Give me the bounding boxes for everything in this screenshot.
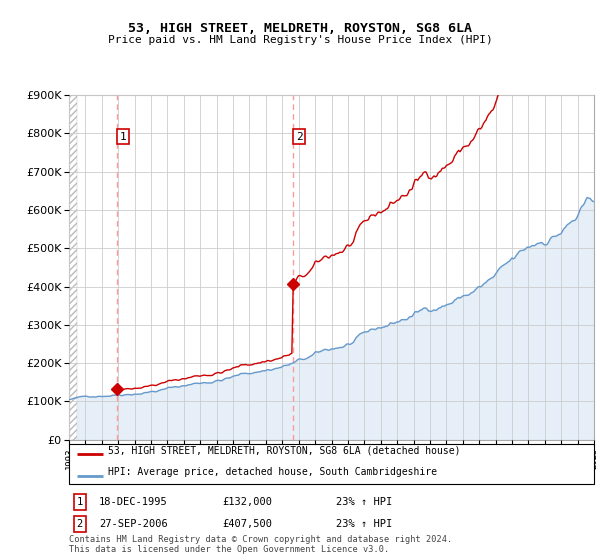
- Text: 53, HIGH STREET, MELDRETH, ROYSTON, SG8 6LA (detached house): 53, HIGH STREET, MELDRETH, ROYSTON, SG8 …: [109, 445, 461, 455]
- Text: 23% ↑ HPI: 23% ↑ HPI: [336, 497, 392, 507]
- Text: 18-DEC-1995: 18-DEC-1995: [99, 497, 168, 507]
- Text: 2: 2: [77, 519, 83, 529]
- Text: 2: 2: [296, 132, 302, 142]
- Text: 27-SEP-2006: 27-SEP-2006: [99, 519, 168, 529]
- Text: Contains HM Land Registry data © Crown copyright and database right 2024.
This d: Contains HM Land Registry data © Crown c…: [69, 535, 452, 554]
- Text: 1: 1: [77, 497, 83, 507]
- Text: HPI: Average price, detached house, South Cambridgeshire: HPI: Average price, detached house, Sout…: [109, 466, 437, 477]
- Text: £407,500: £407,500: [222, 519, 272, 529]
- Text: 1: 1: [119, 132, 126, 142]
- Text: 53, HIGH STREET, MELDRETH, ROYSTON, SG8 6LA: 53, HIGH STREET, MELDRETH, ROYSTON, SG8 …: [128, 22, 472, 35]
- Text: £132,000: £132,000: [222, 497, 272, 507]
- Text: Price paid vs. HM Land Registry's House Price Index (HPI): Price paid vs. HM Land Registry's House …: [107, 35, 493, 45]
- Text: 23% ↑ HPI: 23% ↑ HPI: [336, 519, 392, 529]
